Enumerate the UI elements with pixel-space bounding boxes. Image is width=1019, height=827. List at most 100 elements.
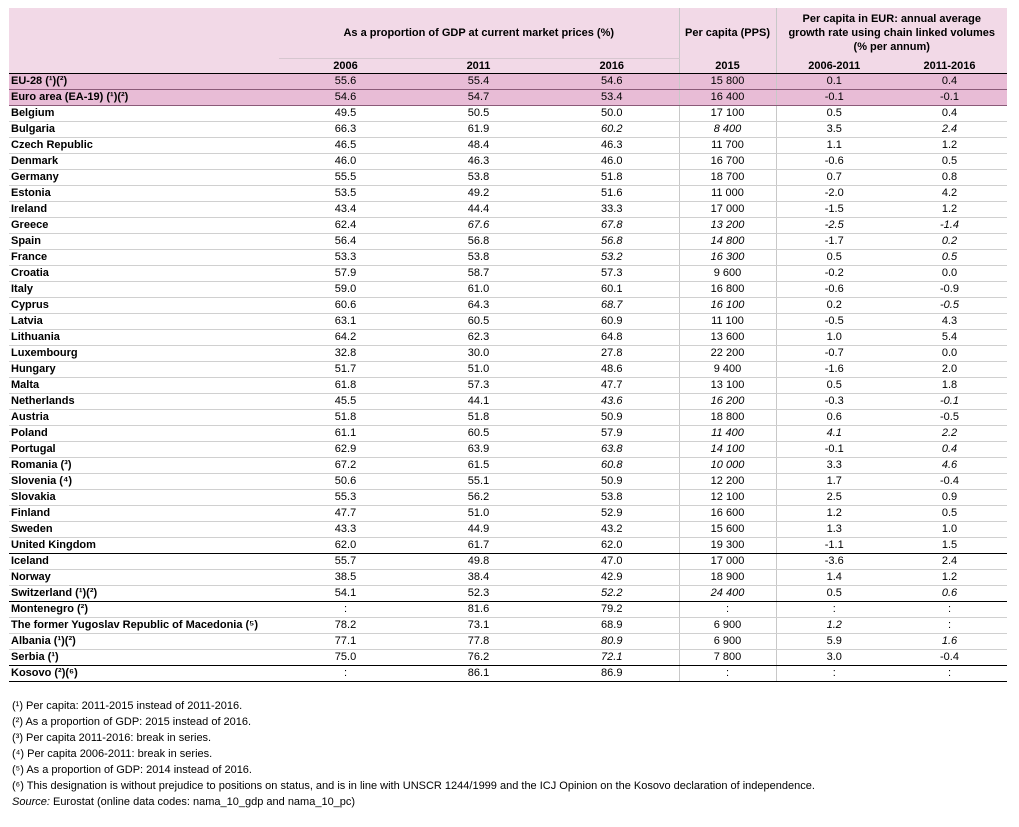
table-cell: 57.9 xyxy=(279,265,412,282)
table-cell: 64.8 xyxy=(545,329,679,346)
table-cell: 0.0 xyxy=(892,265,1008,282)
table-cell: 16 100 xyxy=(678,297,776,314)
table-cell: 7 800 xyxy=(678,649,776,666)
table-cell: 51.8 xyxy=(412,409,545,426)
table-cell: 38.5 xyxy=(279,569,412,586)
row-label: Italy xyxy=(9,281,279,298)
table-cell: -0.1 xyxy=(775,89,892,106)
table-row: Iceland 55.7 49.8 47.0 17 000 -3.6 2.4 xyxy=(9,553,1008,570)
table-cell: 13 200 xyxy=(678,217,776,234)
table-cell: 49.5 xyxy=(279,105,412,122)
table-cell: 30.0 xyxy=(412,345,545,362)
table-row: Ireland 43.4 44.4 33.3 17 000 -1.5 1.2 xyxy=(9,201,1008,218)
footnote-2: (²) As a proportion of GDP: 2015 instead… xyxy=(12,716,252,728)
table-cell: 68.7 xyxy=(545,297,679,314)
table-cell: 53.8 xyxy=(545,489,679,506)
table-cell: 1.0 xyxy=(892,521,1008,538)
table-cell: 9 400 xyxy=(678,361,776,378)
table-cell: 11 700 xyxy=(678,137,776,154)
table-cell: : xyxy=(678,601,776,618)
row-label: EU-28 (¹)(²) xyxy=(9,73,279,90)
row-label: Slovenia (⁴) xyxy=(9,473,279,490)
table-cell: 4.6 xyxy=(892,457,1008,474)
source-text: Eurostat (online data codes: nama_10_gdp… xyxy=(49,796,356,808)
table-cell: 63.8 xyxy=(545,441,679,458)
table-cell: 44.1 xyxy=(412,393,545,410)
table-cell: 45.5 xyxy=(279,393,412,410)
table-cell: 0.6 xyxy=(775,409,892,426)
table-cell: 1.6 xyxy=(892,633,1008,650)
table-cell: 1.7 xyxy=(775,473,892,490)
header-col-2016: 2016 xyxy=(545,58,679,74)
row-label: Iceland xyxy=(9,553,279,570)
table-row: Kosovo (²)(⁶):86.1 86.9::: xyxy=(9,665,1008,682)
data-table: As a proportion of GDP at current market… xyxy=(9,8,1008,682)
table-cell: 63.1 xyxy=(279,313,412,330)
source-label: Source: xyxy=(12,796,50,808)
table-cell: 0.4 xyxy=(892,441,1008,458)
table-cell: -1.6 xyxy=(775,361,892,378)
table-cell: 43.2 xyxy=(545,521,679,538)
table-cell: 79.2 xyxy=(545,601,679,618)
table-cell: 61.1 xyxy=(279,425,412,442)
table-cell: 0.0 xyxy=(892,345,1008,362)
table-cell: 2.2 xyxy=(892,425,1008,442)
table-cell: -0.7 xyxy=(775,345,892,362)
table-cell: -0.2 xyxy=(775,265,892,282)
table-cell: 50.9 xyxy=(545,409,679,426)
footnote-4: (⁴) Per capita 2006-2011: break in serie… xyxy=(12,748,213,760)
table-cell: 0.2 xyxy=(775,297,892,314)
table-cell: 18 800 xyxy=(678,409,776,426)
table-cell: 13 600 xyxy=(678,329,776,346)
table-row: EU-28 (¹)(²) 55.6 55.4 54.6 15 800 0.1 0.4 xyxy=(9,73,1008,90)
row-label: Serbia (¹) xyxy=(9,649,279,666)
table-row: Malta 61.8 57.3 47.7 13 100 0.5 1.8 xyxy=(9,377,1008,394)
table-row: Lithuania 64.2 62.3 64.8 13 600 1.0 5.4 xyxy=(9,329,1008,346)
table-cell: 78.2 xyxy=(279,617,412,634)
table-row: Hungary 51.7 51.0 48.6 9 400 -1.6 2.0 xyxy=(9,361,1008,378)
table-cell: 75.0 xyxy=(279,649,412,666)
table-row: Spain 56.4 56.8 56.8 14 800 -1.7 0.2 xyxy=(9,233,1008,250)
table-cell: -1.7 xyxy=(775,233,892,250)
row-label: Poland xyxy=(9,425,279,442)
table-cell: 46.5 xyxy=(279,137,412,154)
header-group-gdp: As a proportion of GDP at current market… xyxy=(279,8,679,59)
table-cell: 51.0 xyxy=(412,505,545,522)
table-cell: 0.5 xyxy=(775,377,892,394)
table-cell: 47.0 xyxy=(545,553,679,570)
table-cell: 15 800 xyxy=(678,73,776,90)
table-cell: -1.1 xyxy=(775,537,892,554)
header-corner xyxy=(9,8,279,59)
table-cell: 9 600 xyxy=(678,265,776,282)
table-cell: : xyxy=(775,665,892,682)
table-cell: 67.2 xyxy=(279,457,412,474)
table-cell: 0.5 xyxy=(892,249,1008,266)
table-cell: 53.3 xyxy=(279,249,412,266)
table-cell: 50.0 xyxy=(545,105,679,122)
table-cell: 58.7 xyxy=(412,265,545,282)
table-cell: 77.1 xyxy=(279,633,412,650)
table-row: Serbia (¹) 75.0 76.2 72.1 7 800 3.0 -0.4 xyxy=(9,649,1008,666)
table-cell: 1.1 xyxy=(775,137,892,154)
table-cell: 11 400 xyxy=(678,425,776,442)
table-cell: 55.7 xyxy=(279,553,412,570)
table-cell: 52.9 xyxy=(545,505,679,522)
table-cell: 14 100 xyxy=(678,441,776,458)
table-cell: 43.6 xyxy=(545,393,679,410)
table-cell: 60.9 xyxy=(545,313,679,330)
header-corner-sub xyxy=(9,58,279,74)
table-cell: 57.3 xyxy=(545,265,679,282)
table-cell: -2.5 xyxy=(775,217,892,234)
table-cell: 1.0 xyxy=(775,329,892,346)
table-cell: 47.7 xyxy=(545,377,679,394)
table-cell: 14 800 xyxy=(678,233,776,250)
table-cell: : xyxy=(892,665,1008,682)
table-cell: 16 400 xyxy=(678,89,776,106)
table-cell: 1.2 xyxy=(775,505,892,522)
table-cell: 2.4 xyxy=(892,121,1008,138)
row-label: Portugal xyxy=(9,441,279,458)
row-label: Bulgaria xyxy=(9,121,279,138)
table-cell: 16 700 xyxy=(678,153,776,170)
table-cell: 60.8 xyxy=(545,457,679,474)
table-cell: 50.6 xyxy=(279,473,412,490)
